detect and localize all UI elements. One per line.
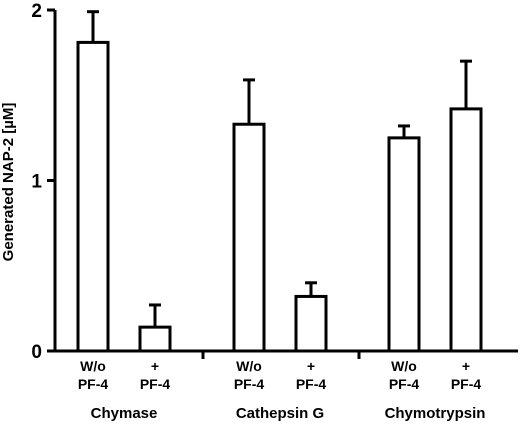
y-tick-label: 2 bbox=[31, 1, 42, 22]
bar bbox=[387, 136, 421, 353]
category-label-line1: W/o bbox=[391, 358, 417, 374]
bar bbox=[294, 294, 328, 353]
category-label-line2: PF-4 bbox=[389, 376, 420, 392]
category-label-line2: PF-4 bbox=[296, 376, 327, 392]
bar bbox=[76, 40, 110, 353]
category-label-line1: W/o bbox=[80, 358, 106, 374]
category-label-line1: + bbox=[307, 358, 315, 374]
group-label: Chymotrypsin bbox=[385, 405, 486, 422]
group-label: Chymase bbox=[91, 405, 158, 422]
y-tick-label: 1 bbox=[31, 172, 42, 193]
bars bbox=[76, 10, 483, 353]
y-axis-title: Generated NAP-2 [µM] bbox=[0, 103, 17, 262]
category-label-line1: + bbox=[462, 358, 470, 374]
labels: W/o PF-4 + PF-4 Chymase W/o PF-4 + PF-4 Cathepsin… bbox=[78, 358, 486, 422]
axes: 0 1 2 Generated NAP-2 [µM] bbox=[0, 1, 518, 363]
category-label-line1: W/o bbox=[236, 358, 262, 374]
y-tick-label: 0 bbox=[31, 342, 42, 363]
bar bbox=[232, 122, 266, 353]
category-label-line1: + bbox=[151, 358, 159, 374]
bar bbox=[138, 325, 172, 353]
category-label-line2: PF-4 bbox=[234, 376, 265, 392]
category-label-line2: PF-4 bbox=[140, 376, 171, 392]
group-label: Cathepsin G bbox=[236, 405, 324, 422]
category-label-line2: PF-4 bbox=[78, 376, 109, 392]
category-label-line2: PF-4 bbox=[451, 376, 482, 392]
bar bbox=[449, 107, 483, 353]
